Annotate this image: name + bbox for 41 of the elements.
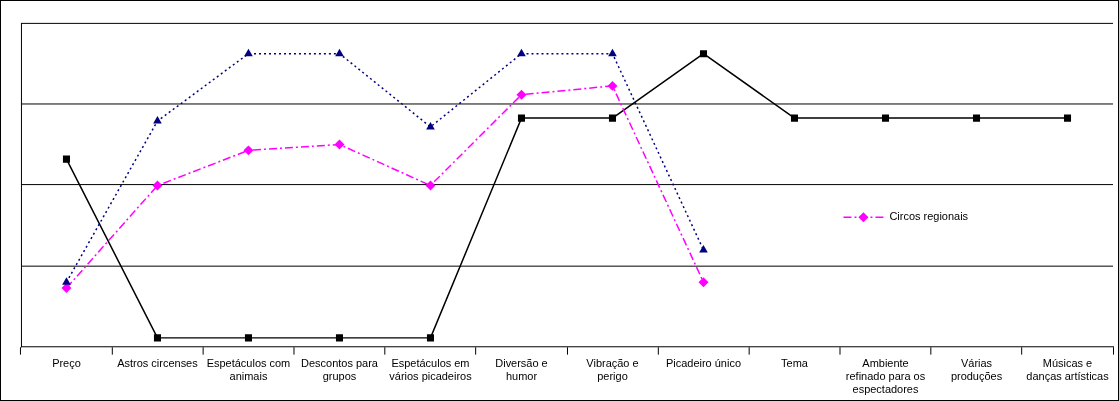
point xyxy=(699,50,708,58)
point xyxy=(607,80,618,91)
point xyxy=(243,145,254,156)
point xyxy=(972,114,981,122)
x-tick-label: Espetáculos em vários picadeiros xyxy=(389,357,473,383)
point xyxy=(335,334,344,342)
x-tick-label: Preço xyxy=(52,357,81,370)
point xyxy=(516,89,527,100)
point xyxy=(244,48,253,57)
point xyxy=(608,114,617,122)
point xyxy=(517,48,526,57)
point xyxy=(699,245,708,253)
x-tick-label: Músicas e danças artísticas xyxy=(1026,357,1110,383)
point xyxy=(426,121,435,130)
legend-label: Circos regionais xyxy=(889,210,969,223)
x-tick-label: Astros circenses xyxy=(117,357,199,370)
point xyxy=(153,116,162,124)
point xyxy=(334,139,345,150)
x-tick-label: Vibração e perigo xyxy=(586,357,639,383)
x-tick-label: Tema xyxy=(781,357,809,370)
point xyxy=(426,334,435,342)
point xyxy=(62,155,70,163)
point xyxy=(152,180,163,191)
x-tick-label: Ambiente refinado para os espectadores xyxy=(845,357,926,396)
x-tick-label: Diversão e humor xyxy=(495,357,548,383)
point xyxy=(608,48,617,57)
point xyxy=(517,114,526,122)
point xyxy=(153,334,161,342)
point xyxy=(335,48,344,57)
point xyxy=(1063,114,1072,122)
point xyxy=(881,114,890,122)
x-tick-label: Picadeiro único xyxy=(665,357,742,370)
point xyxy=(244,334,252,342)
point xyxy=(61,283,72,294)
point xyxy=(790,114,799,122)
point xyxy=(62,277,71,285)
x-tick-label: Espetáculos com animais xyxy=(206,357,291,383)
x-tick-label: Várias produções xyxy=(950,357,1003,383)
point xyxy=(425,180,436,191)
point xyxy=(698,277,709,288)
x-tick-label: Descontos para grupos xyxy=(301,357,379,383)
